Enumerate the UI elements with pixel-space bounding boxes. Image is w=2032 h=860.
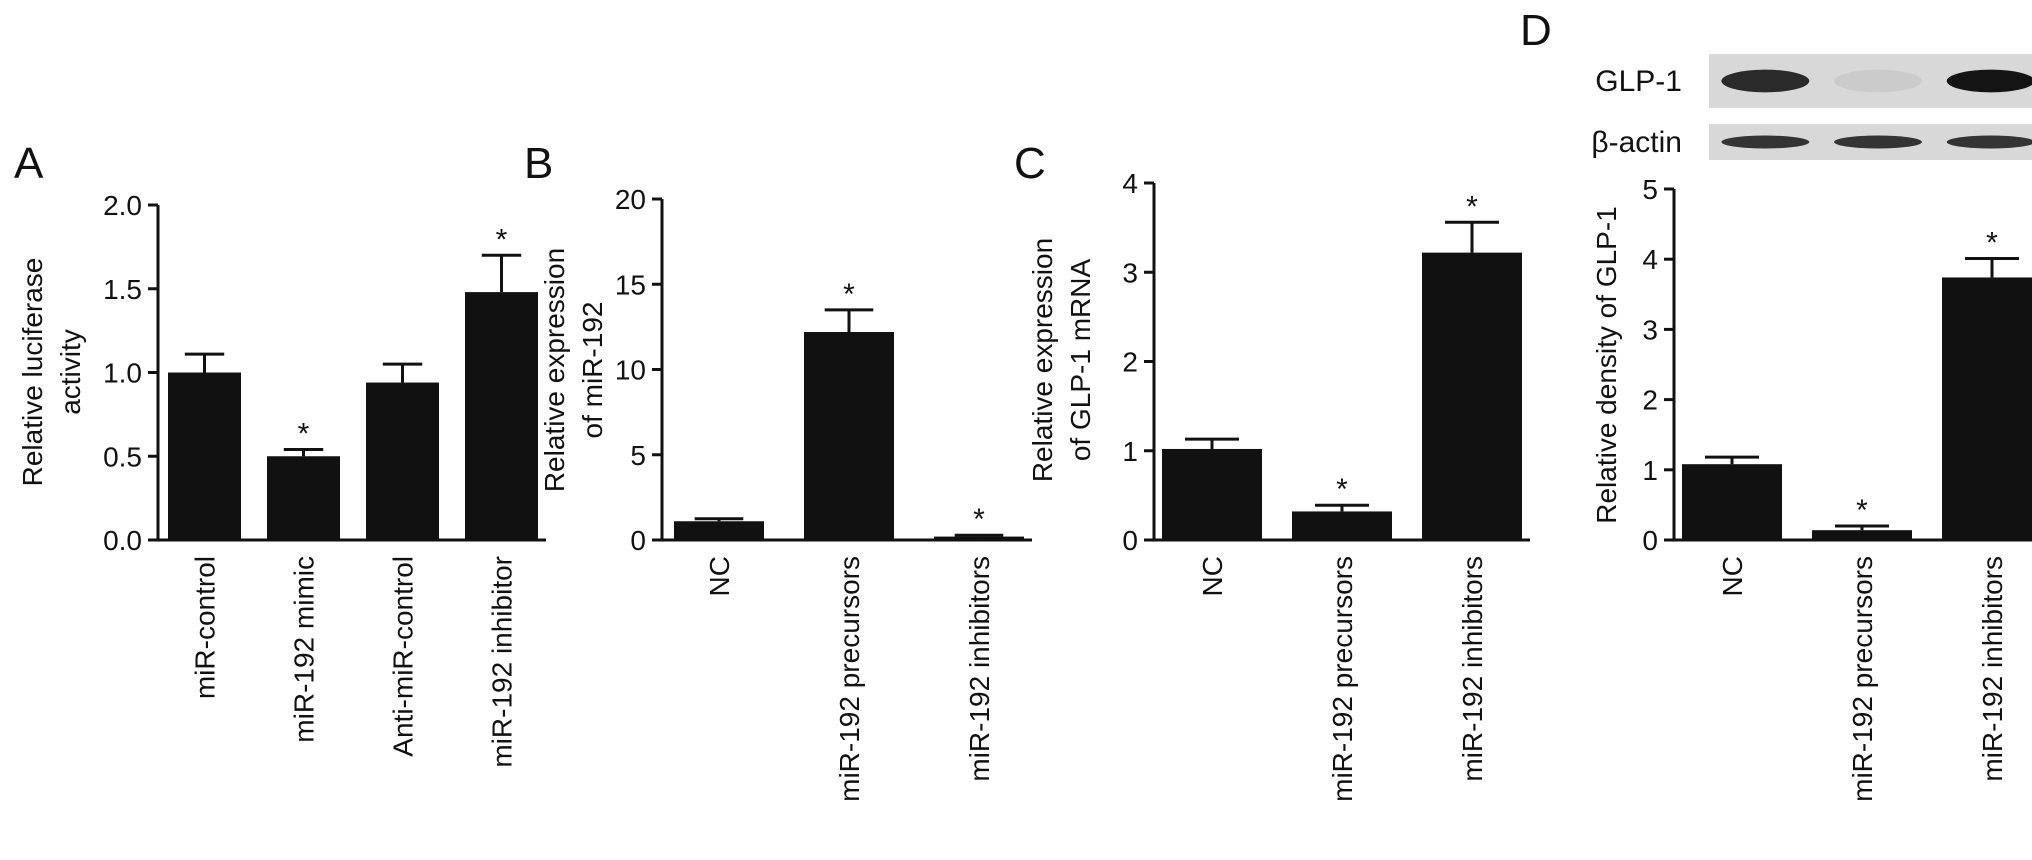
x-tick-label: miR-192 inhibitors: [1457, 556, 1488, 782]
y-tick-label: 5: [1642, 174, 1658, 205]
significance-marker: *: [973, 503, 985, 536]
y-axis-title: of miR-192: [577, 302, 608, 439]
x-tick-label: miR-192 inhibitor: [487, 556, 518, 768]
western-blot: GLP-1 β-actin: [1591, 54, 2032, 160]
y-tick-label: 3: [1122, 257, 1138, 288]
significance-marker: *: [298, 418, 310, 451]
bar: [1292, 511, 1392, 540]
y-tick-label: 4: [1642, 244, 1658, 275]
x-tick-label: Anti-miR-control: [388, 556, 419, 757]
significance-marker: *: [496, 223, 508, 256]
significance-marker: *: [1336, 473, 1348, 506]
x-tick-label: NC: [704, 556, 735, 596]
panel-letter: B: [524, 139, 553, 188]
y-tick-label: 1.5: [103, 274, 142, 305]
bar: [465, 292, 538, 540]
y-tick-label: 5: [630, 440, 646, 471]
y-tick-label: 1.0: [103, 358, 142, 389]
blot-band: [1834, 135, 1922, 149]
y-axis-title: Relative expression: [539, 248, 570, 492]
y-axis-title: Relative density of GLP-1: [1591, 206, 1622, 524]
y-axis-title: of GLP-1 mRNA: [1065, 259, 1096, 462]
y-tick-label: 0.5: [103, 441, 142, 472]
blot-band: [1946, 135, 2032, 149]
y-axis-title: Relative expression: [1027, 238, 1058, 482]
y-axis-title: activity: [55, 329, 86, 415]
bar: [804, 331, 894, 540]
x-tick-label: miR-192 inhibitors: [1977, 556, 2008, 782]
y-tick-label: 0.0: [103, 525, 142, 556]
significance-marker: *: [1986, 226, 1998, 259]
x-tick-label: miR-192 inhibitors: [964, 556, 995, 782]
y-tick-label: 0: [1642, 525, 1658, 556]
chart-panel-b: B 0 5 10 15 20 Relative expression of miR-192 NC…: [524, 139, 1032, 802]
x-tick-label: miR-192 mimic: [289, 556, 320, 743]
panel-letter: A: [14, 139, 44, 188]
chart-panel-d: D 0 1 2 3 4 5 Relative density of GLP-1 NC * miR-1…: [1520, 6, 2032, 802]
chart-panel-a: A 0.0 0.5 1.0 1.5 2.0 Relative luciferase activ…: [14, 139, 546, 768]
bar: [934, 536, 1024, 540]
x-tick-label: miR-control: [190, 556, 221, 699]
panel-letter: D: [1520, 6, 1552, 55]
y-tick-label: 0: [630, 525, 646, 556]
x-tick-label: NC: [1197, 556, 1228, 596]
significance-marker: *: [843, 278, 855, 311]
y-tick-label: 20: [615, 184, 646, 215]
x-tick-label: miR-192 precursors: [834, 556, 865, 802]
blot-band: [1721, 69, 1810, 93]
blot-row-label: β-actin: [1591, 126, 1682, 159]
blot-band: [1721, 135, 1810, 149]
panel-letter: C: [1014, 139, 1046, 188]
y-tick-label: 2.0: [103, 190, 142, 221]
blot-band: [1834, 69, 1922, 93]
bar: [1942, 277, 2032, 540]
chart-panel-c: C 0 1 2 3 4 Relative expression of GLP-1 mRNA NC…: [1014, 139, 1530, 802]
x-tick-label: miR-192 precursors: [1847, 556, 1878, 802]
bar: [267, 456, 340, 540]
bar: [1682, 464, 1782, 540]
bar: [1162, 448, 1262, 540]
significance-marker: *: [1856, 494, 1868, 527]
bar: [674, 521, 764, 540]
blot-row-label: GLP-1: [1595, 65, 1682, 98]
bar: [1812, 530, 1912, 540]
y-tick-label: 1: [1122, 436, 1138, 467]
bar: [366, 382, 439, 540]
y-tick-label: 10: [615, 355, 646, 386]
y-tick-label: 3: [1642, 314, 1658, 345]
significance-marker: *: [1466, 190, 1478, 223]
x-tick-label: NC: [1717, 556, 1748, 596]
blot-band: [1946, 69, 2032, 93]
y-tick-label: 1: [1642, 455, 1658, 486]
y-axis-title: Relative luciferase: [17, 258, 48, 487]
y-tick-label: 0: [1122, 525, 1138, 556]
y-tick-label: 2: [1642, 385, 1658, 416]
bar: [1422, 252, 1522, 541]
y-tick-label: 2: [1122, 347, 1138, 378]
x-tick-label: miR-192 precursors: [1327, 556, 1358, 802]
y-tick-label: 4: [1122, 168, 1138, 199]
bar: [168, 372, 241, 540]
y-tick-label: 15: [615, 269, 646, 300]
